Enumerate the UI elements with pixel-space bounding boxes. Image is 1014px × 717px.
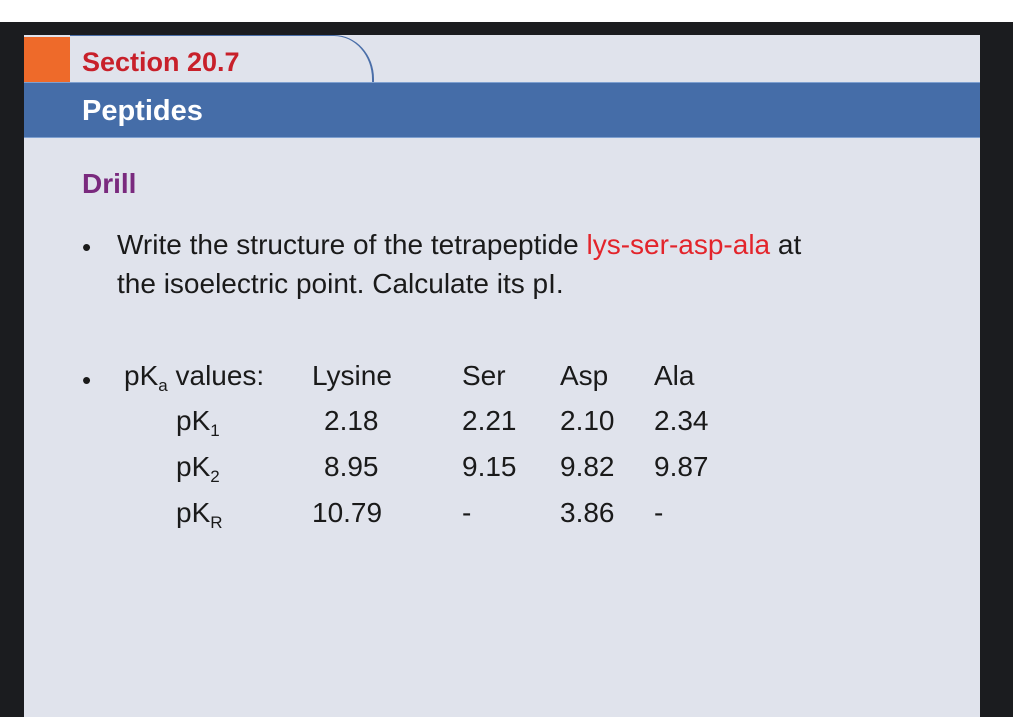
table-cell: 8.95 (324, 451, 379, 482)
orange-accent-square (24, 37, 70, 82)
slide-title: Peptides (82, 95, 203, 127)
table-cell: 9.15 (462, 451, 517, 482)
table-cell: 9.82 (560, 451, 615, 482)
column-header: Asp (560, 360, 609, 391)
table-cell: 2.21 (462, 405, 517, 436)
table-cell: 2.18 (324, 405, 379, 436)
column-header: Lysine (312, 360, 392, 391)
table-cell: 3.86 (560, 497, 615, 528)
row-label: pKR (176, 497, 223, 532)
table-cell: 9.87 (654, 451, 709, 482)
row-label: pK1 (176, 405, 220, 440)
bullet-dot: • (82, 232, 92, 262)
peptide-name: lys-ser-asp-ala (586, 229, 771, 260)
section-label: Section 20.7 (82, 47, 240, 77)
text: at (770, 229, 802, 260)
drill-heading: Drill (82, 168, 137, 199)
table-cell: - (462, 497, 472, 528)
column-header: Ala (654, 360, 695, 391)
title-bar: Peptides (24, 82, 980, 138)
bullet-dot: • (82, 365, 92, 395)
table-cell: 2.10 (560, 405, 615, 436)
column-header: Ser (462, 360, 506, 391)
table-cell: 10.79 (312, 497, 383, 528)
slide: Section 20.7 Peptides Drill • Write the … (24, 35, 980, 717)
row-label: pK2 (176, 451, 220, 486)
text: the isoelectric point. Calculate its pI. (117, 268, 564, 299)
table-cell: - (654, 497, 664, 528)
table-cell: 2.34 (654, 405, 709, 436)
bullet-1-text: Write the structure of the tetrapeptide … (117, 225, 801, 303)
pka-label: pKa values: (124, 360, 265, 395)
text: Write the structure of the tetrapeptide (117, 229, 587, 260)
